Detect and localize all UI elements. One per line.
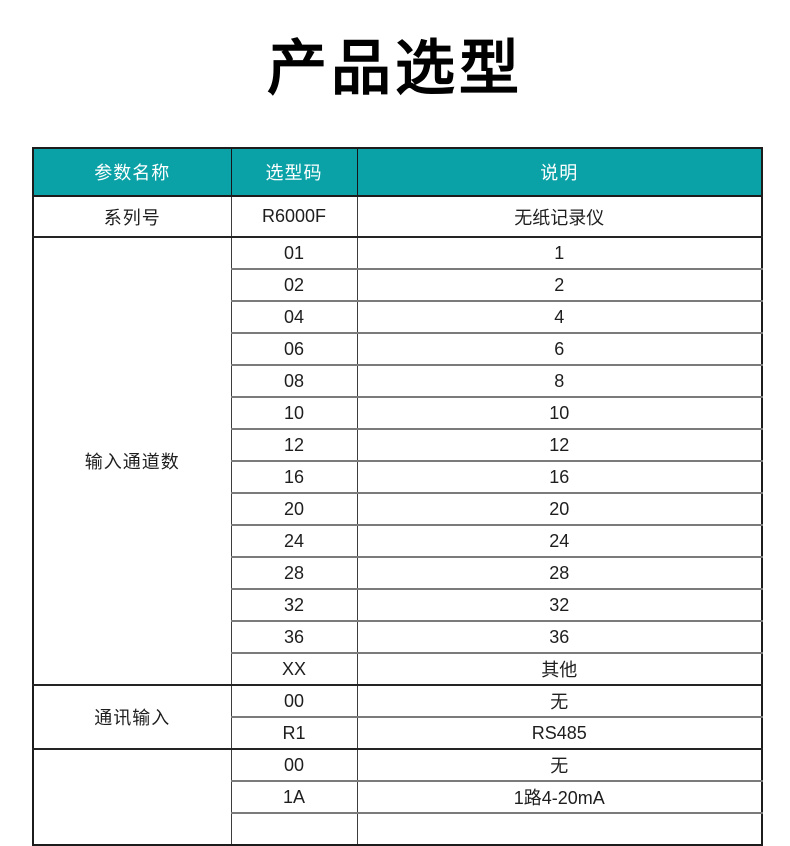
description-cell: 16 — [356, 460, 762, 493]
selection-code-cell: XX — [230, 652, 357, 685]
table-row: 02 2 — [33, 268, 762, 301]
column-header-description: 说明 — [356, 147, 763, 197]
selection-code-cell: 00 — [230, 684, 357, 717]
description-cell: 无纸记录仪 — [356, 195, 762, 237]
table-row: 20 20 — [33, 492, 762, 525]
param-name-cell: 输入通道数 — [33, 236, 231, 685]
table-row: 06 6 — [33, 332, 762, 365]
param-name-cell: 通讯输入 — [33, 684, 231, 749]
selection-code-cell: 01 — [230, 236, 357, 269]
selection-code-cell — [230, 812, 357, 845]
table-row: 10 10 — [33, 396, 762, 429]
table-row: 04 4 — [33, 300, 762, 333]
description-cell: 32 — [356, 588, 762, 621]
table-row: R1 RS485 — [33, 716, 762, 749]
selection-code-cell: 32 — [230, 588, 357, 621]
selection-code-cell: 20 — [230, 492, 357, 525]
description-cell: 1 — [356, 236, 762, 269]
selection-code-cell: 00 — [230, 748, 357, 781]
table-row: 通讯输入 00 无 — [33, 684, 762, 749]
selection-code-cell: 02 — [230, 268, 357, 301]
description-cell: 4 — [356, 300, 762, 333]
column-header-selection-code: 选型码 — [230, 147, 358, 197]
description-cell: 10 — [356, 396, 762, 429]
description-cell: 6 — [356, 332, 762, 365]
selection-code-cell: 28 — [230, 556, 357, 589]
table-row: XX 其他 — [33, 652, 762, 685]
description-cell: 36 — [356, 620, 762, 653]
selection-code-cell: 08 — [230, 364, 357, 397]
selection-code-cell: 36 — [230, 620, 357, 653]
table-row: 36 36 — [33, 620, 762, 653]
table-row: 系列号 R6000F 无纸记录仪 — [33, 195, 762, 237]
column-header-param-name: 参数名称 — [32, 147, 232, 197]
description-cell: 12 — [356, 428, 762, 461]
description-cell: 2 — [356, 268, 762, 301]
description-cell: 无 — [356, 684, 762, 717]
description-cell: 28 — [356, 556, 762, 589]
description-cell: 24 — [356, 524, 762, 557]
header-row: 参数名称 选型码 说明 — [32, 147, 763, 197]
description-cell: 1路4-20mA — [356, 780, 762, 813]
table-row: 12 12 — [33, 428, 762, 461]
selection-code-cell: 16 — [230, 460, 357, 493]
param-name-cell: 系列号 — [33, 195, 231, 237]
selection-code-cell: 24 — [230, 524, 357, 557]
table-row: 输入通道数 01 1 — [33, 236, 762, 685]
selection-code-cell: 06 — [230, 332, 357, 365]
selection-code-cell: 1A — [230, 780, 357, 813]
page-title: 产品选型 — [267, 35, 523, 102]
table-row: 24 24 — [33, 524, 762, 557]
selection-code-cell: 04 — [230, 300, 357, 333]
selection-code-cell: 12 — [230, 428, 357, 461]
description-cell: 其他 — [356, 652, 762, 685]
table-row: 00 无 — [33, 748, 762, 845]
product-selection-table: 参数名称 选型码 说明 系列号 R6000F 无纸记录仪 输入通道数 01 1 02 2 04 4… — [32, 147, 763, 846]
table-row: 28 28 — [33, 556, 762, 589]
table-row: 16 16 — [33, 460, 762, 493]
selection-code-cell: 10 — [230, 396, 357, 429]
table-row: 32 32 — [33, 588, 762, 621]
description-cell: RS485 — [356, 716, 762, 749]
param-name-cell — [33, 748, 231, 845]
table-row: 08 8 — [33, 364, 762, 397]
selection-code-cell: R1 — [230, 716, 357, 749]
description-cell: 无 — [356, 748, 762, 781]
table-body: 系列号 R6000F 无纸记录仪 输入通道数 01 1 02 2 04 4 06 6 08 8 10 10 12… — [33, 195, 762, 845]
description-cell — [356, 812, 762, 845]
selection-code-cell: R6000F — [230, 195, 357, 237]
description-cell: 8 — [356, 364, 762, 397]
description-cell: 20 — [356, 492, 762, 525]
